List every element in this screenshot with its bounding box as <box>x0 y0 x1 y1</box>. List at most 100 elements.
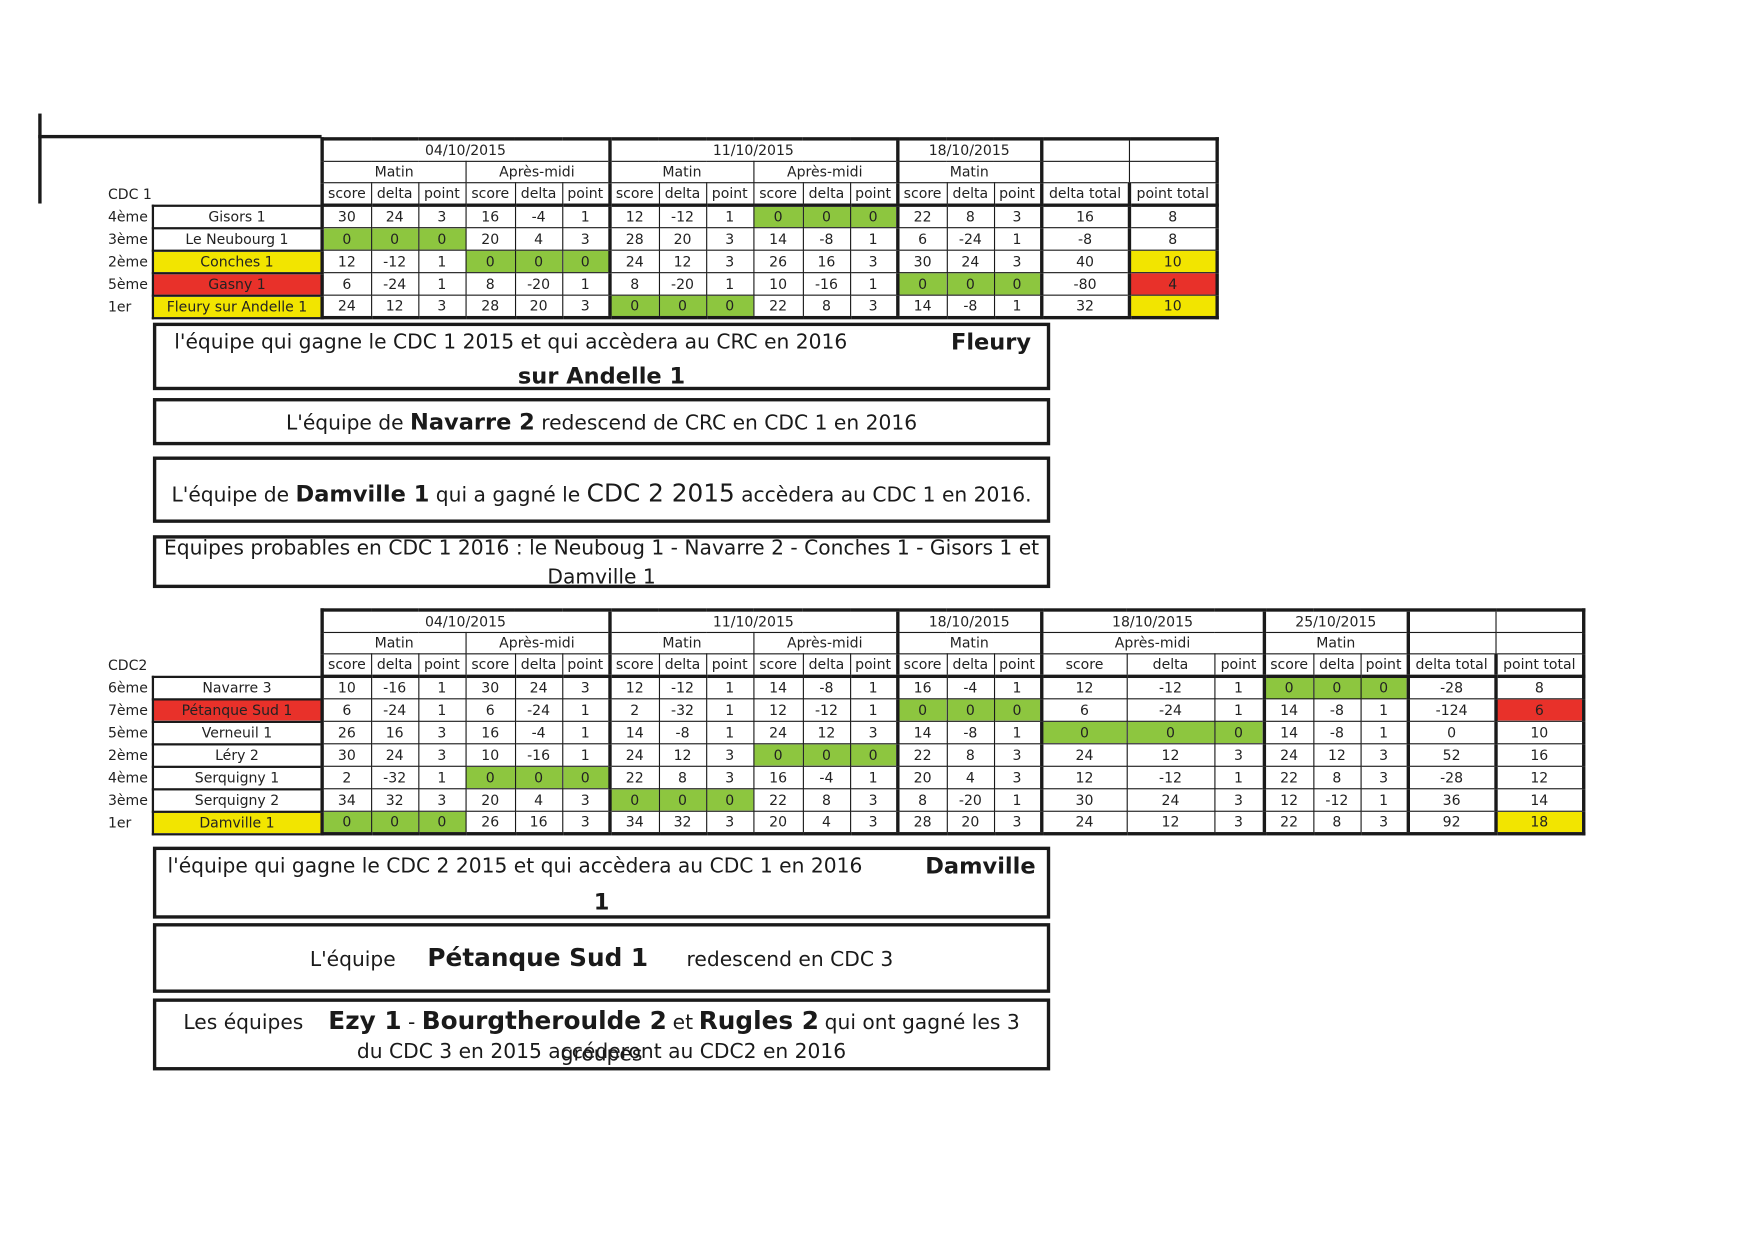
score-cell: -4 <box>946 675 995 700</box>
score-cell: 28 <box>464 294 516 320</box>
score-cell: 1 <box>417 675 467 700</box>
score-cell: 30 <box>319 204 372 229</box>
column-header: point <box>561 182 610 207</box>
delta-total: -28 <box>1406 765 1497 790</box>
score-cell: 12 <box>1262 788 1314 812</box>
team-row: 1er Damville 1 0 0 0 26 16 3 34 32 3 20 4 3 28 20 3 24 12 3… <box>67 810 1585 836</box>
score-cell: 1 <box>849 227 898 251</box>
cdc1-winner-name-cont: sur Andelle 1 <box>517 362 686 390</box>
score-cell: 8 <box>946 204 995 229</box>
score-cell: 1 <box>1359 720 1409 745</box>
score-cell: 0 <box>1039 720 1128 745</box>
score-cell: 3 <box>1359 743 1409 767</box>
cdc1-probable-box: Equipes probables en CDC 1 2016 : le Neu… <box>152 535 1051 590</box>
score-cell: 0 <box>993 698 1042 722</box>
column-header: point total <box>1493 653 1585 679</box>
date-header: 18/10/2015 <box>895 608 1042 634</box>
session-header: Matin <box>319 160 467 184</box>
score-cell: 1 <box>417 765 467 790</box>
score-cell: 3 <box>417 720 467 745</box>
score-cell: -4 <box>514 720 563 745</box>
score-cell: 3 <box>705 765 754 790</box>
score-cell: 3 <box>1359 765 1409 790</box>
cdc2-relegated-box: L'équipe Pétanque Sud 1 redescend en CDC… <box>152 923 1051 993</box>
score-cell: -24 <box>370 698 419 722</box>
score-cell: 0 <box>946 272 995 296</box>
score-cell: 24 <box>370 204 419 229</box>
score-cell: 0 <box>561 765 610 790</box>
rank-label: 6ème <box>107 678 148 696</box>
cdc2-relegated-team: Pétanque Sud 1 <box>427 944 649 973</box>
score-cell: 24 <box>1126 788 1215 812</box>
blank-header <box>1128 160 1219 184</box>
column-header: point <box>849 182 898 207</box>
team-row: 2ème Conches 1 12 -12 1 0 0 0 24 12 3 26 16 3 30 24 3 40 1… <box>67 249 1219 274</box>
score-cell: 0 <box>895 272 948 296</box>
score-cell: 3 <box>849 294 898 320</box>
blank-header <box>1039 160 1130 184</box>
blank-header <box>1039 137 1130 162</box>
score-cell: 30 <box>895 249 948 274</box>
delta-total: -124 <box>1406 698 1497 722</box>
score-cell: 20 <box>658 227 707 251</box>
rank-label: 1er <box>107 813 132 831</box>
score-cell: 3 <box>417 294 467 320</box>
column-header: point <box>1359 653 1409 679</box>
score-cell: 2 <box>607 698 660 722</box>
score-cell: 4 <box>514 788 563 812</box>
cdc2-table: 04/10/2015 11/10/2015 18/10/2015 18/10/2015… <box>67 608 1585 836</box>
score-cell: 22 <box>895 743 948 767</box>
point-total: 8 <box>1127 204 1219 229</box>
score-cell: 3 <box>417 743 467 767</box>
score-cell: 12 <box>752 698 804 722</box>
score-cell: -8 <box>1312 698 1362 722</box>
date-header: 11/10/2015 <box>607 137 898 162</box>
score-cell: 1 <box>1359 788 1409 812</box>
score-cell: 16 <box>802 249 851 274</box>
column-header: delta <box>946 653 995 679</box>
session-header: Après-midi <box>752 160 898 184</box>
score-cell: 24 <box>319 294 372 320</box>
score-cell: 0 <box>417 810 467 836</box>
score-cell: 24 <box>946 249 995 274</box>
score-cell: 0 <box>514 765 563 790</box>
column-header: point <box>993 182 1042 207</box>
session-header: Matin <box>895 160 1042 184</box>
score-cell: 14 <box>1262 698 1314 722</box>
score-cell: 24 <box>607 249 660 274</box>
cdc1-promoted-box: L'équipe de Damville 1 qui a gagné le CD… <box>152 456 1051 523</box>
column-header: delta <box>658 653 707 679</box>
column-header: delta <box>658 182 707 207</box>
score-cell: 8 <box>1312 765 1362 790</box>
score-cell: 10 <box>464 743 516 767</box>
score-cell: 1 <box>417 698 467 722</box>
cdc2-promo-team3: Rugles 2 <box>698 1007 819 1036</box>
score-cell: 1 <box>705 272 754 296</box>
date-header-row: 04/10/2015 11/10/2015 18/10/2015 18/10/2015… <box>67 608 1585 634</box>
score-cell: 0 <box>464 249 516 274</box>
blank-header <box>1406 608 1497 634</box>
score-cell: 0 <box>946 698 995 722</box>
score-cell: 1 <box>993 227 1042 251</box>
score-cell: 3 <box>705 810 754 836</box>
score-cell: 8 <box>607 272 660 296</box>
score-cell: 1 <box>561 698 610 722</box>
score-cell: -8 <box>802 227 851 251</box>
score-cell: 3 <box>993 765 1042 790</box>
blank <box>153 632 322 653</box>
rank-label: 2ème <box>107 746 148 763</box>
cdc1-probable-line2: Damville 1 <box>547 565 656 590</box>
point-total: 18 <box>1493 810 1585 836</box>
date-header: 18/10/2015 <box>1039 608 1265 634</box>
score-cell: 14 <box>895 720 948 745</box>
team-name: Verneuil 1 <box>151 720 323 745</box>
team-row: 5ème Gasny 1 6 -24 1 8 -20 1 8 -20 1 10 -16 1 0 0 0 -80 4 <box>67 271 1219 297</box>
score-cell: 24 <box>514 675 563 700</box>
score-cell: 8 <box>464 272 516 296</box>
column-header: delta <box>1312 653 1362 679</box>
score-cell: 8 <box>946 743 995 767</box>
cdc1-winner-text: l'équipe qui gagne le CDC 1 2015 et qui … <box>174 330 848 355</box>
score-cell: 0 <box>705 294 754 320</box>
score-cell: -32 <box>658 698 707 722</box>
score-cell: 1 <box>993 788 1042 812</box>
